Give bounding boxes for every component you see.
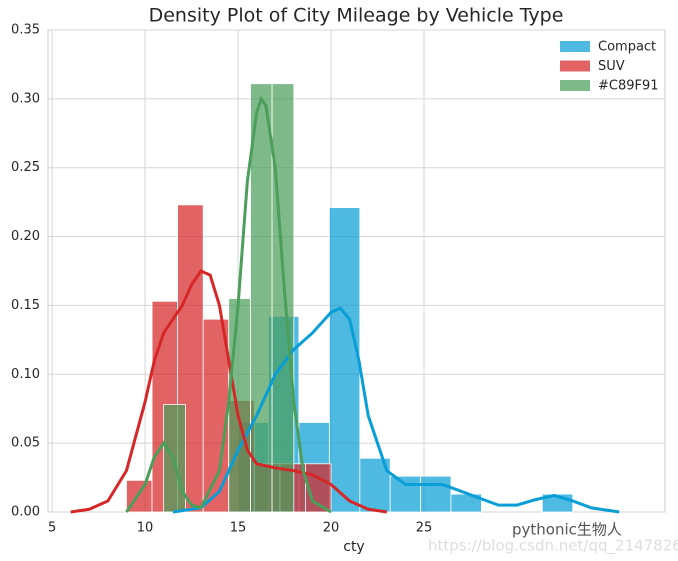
density-line	[172, 306, 620, 514]
x-axis-label: cty	[343, 539, 364, 555]
histogram-bar	[126, 479, 153, 513]
watermark-url: https://blog.csdn.net/qq_21478261	[428, 537, 678, 556]
density-line	[70, 269, 388, 514]
y-tick-label: 0.00	[11, 505, 40, 520]
x-tick-label: 5	[48, 521, 56, 536]
legend-swatch	[560, 60, 590, 72]
watermark: pythonic生物人	[512, 521, 622, 539]
y-tick-label: 0.10	[11, 367, 40, 382]
legend-swatch	[560, 41, 590, 52]
histogram-bar	[228, 298, 251, 513]
histogram-bar	[389, 475, 422, 513]
density-line	[125, 95, 332, 514]
histogram-bar	[202, 318, 230, 513]
legend-label: #C89F91	[598, 79, 659, 94]
histogram-bar	[420, 475, 452, 513]
legend-swatch	[560, 80, 590, 91]
legend-label: SUV	[598, 59, 625, 74]
y-tick-label: 0.20	[11, 229, 40, 244]
histogram-bar	[250, 83, 273, 513]
x-tick-label: 25	[416, 521, 433, 536]
histogram-bar	[271, 83, 295, 513]
x-tick-label: 15	[230, 521, 247, 536]
y-tick-label: 0.30	[11, 91, 40, 106]
x-tick-label: 10	[137, 521, 154, 536]
histogram-bar	[328, 207, 361, 513]
legend-label: Compact	[598, 40, 656, 55]
chart-title: Density Plot of City Mileage by Vehicle …	[149, 5, 564, 27]
y-tick-label: 0.05	[11, 436, 40, 451]
y-tick-label: 0.15	[11, 298, 40, 313]
y-tick-label: 0.25	[11, 160, 40, 175]
x-tick-label: 20	[323, 521, 340, 536]
y-tick-label: 0.35	[11, 23, 40, 38]
